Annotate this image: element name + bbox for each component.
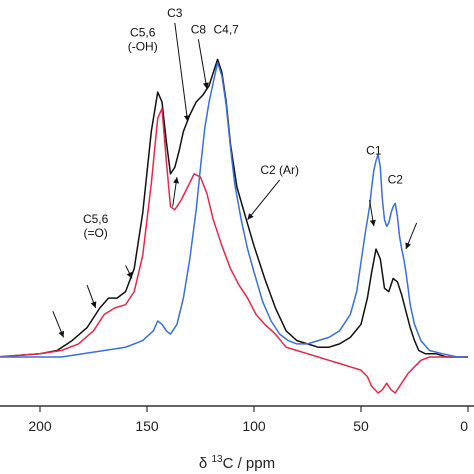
annotation-label-2: C3: [167, 6, 183, 20]
annotation-arrowhead-9: [369, 219, 376, 227]
annotation-arrowhead-3: [202, 82, 209, 89]
annotation-label-3: C8: [191, 22, 207, 36]
series-line-2: [0, 107, 468, 394]
series-line-1: [0, 58, 468, 358]
x-tick-label-100: 100: [242, 418, 266, 434]
annotation-label-4: C4,7: [214, 22, 240, 36]
x-axis-title-prefix: δ: [199, 455, 212, 472]
annotation-arrow-5: [247, 179, 281, 220]
x-tick-label-150: 150: [135, 418, 159, 434]
annotation-arrowhead-12: [90, 301, 97, 308]
x-axis-title-suffix: C / ppm: [223, 455, 276, 472]
annotation-arrowhead-2: [183, 115, 190, 122]
annotation-arrow-2: [174, 22, 189, 122]
annotation-label-8: C2: [388, 173, 404, 187]
x-axis-title-superscript: 13: [211, 454, 223, 465]
annotation-layer: C5,6 (-OH) C3 C8 C4,7 C2 (Ar) C5,6 (=O) C1 C2: [52, 6, 418, 338]
x-axis-ticks: 200 150 100 50 0: [28, 406, 469, 434]
annotation-arrowhead-5: [247, 213, 254, 220]
annotation-label-6: C5,6 (=O): [83, 212, 109, 240]
annotation-label-1: C5,6 (-OH): [128, 26, 158, 54]
series-line-3: [0, 61, 468, 358]
x-tick-label-50: 50: [353, 418, 369, 434]
x-axis-title: δ 13C / ppm: [199, 454, 275, 472]
annotation-arrow-3: [197, 39, 208, 89]
annotation-label-5: C2 (Ar): [260, 163, 299, 177]
annotation-label-7: C1: [366, 143, 382, 157]
series-layer: [0, 58, 468, 394]
annotation-arrowhead-11: [58, 330, 65, 338]
x-tick-label-200: 200: [28, 418, 52, 434]
x-tick-label-0: 0: [460, 418, 468, 434]
annotation-arrowhead-13: [126, 271, 133, 279]
annotation-arrowhead-14: [173, 177, 180, 184]
annotation-arrowhead-10: [405, 242, 411, 250]
